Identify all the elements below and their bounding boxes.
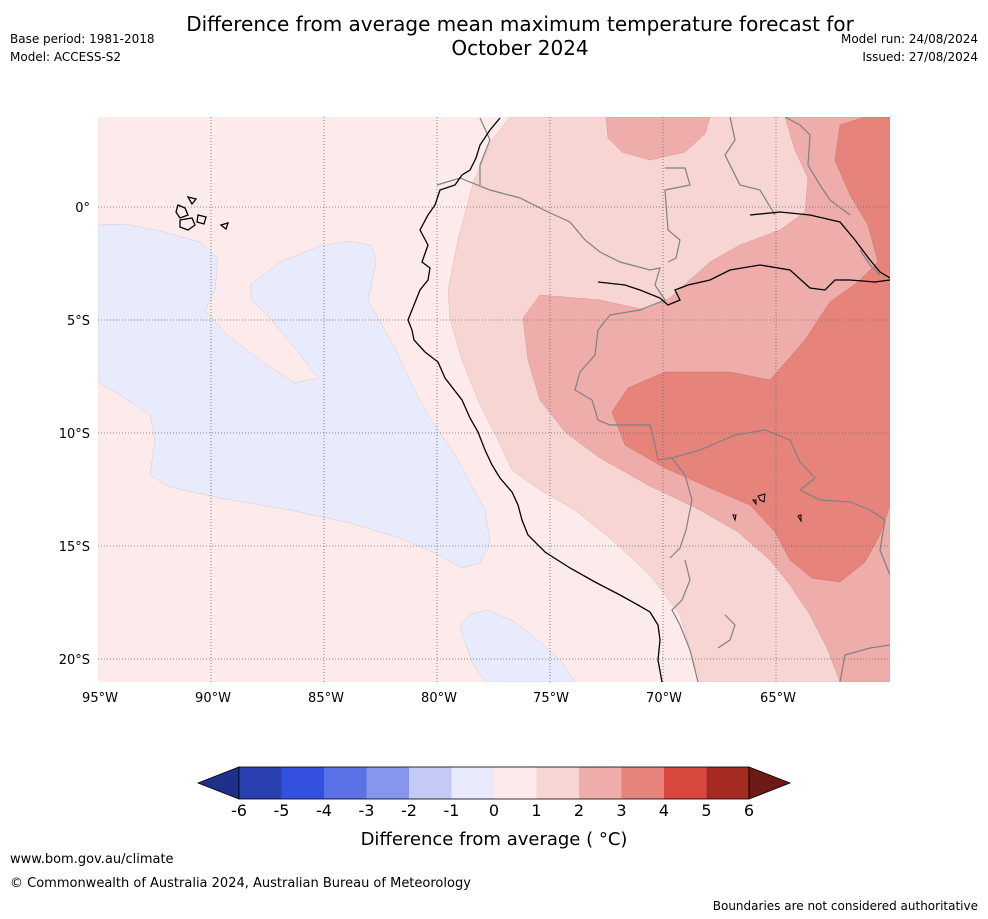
base-period: Base period: 1981-2018: [10, 32, 155, 46]
title-line-1: Difference from average mean maximum tem…: [186, 12, 854, 36]
colorbar-tick-label: -4: [316, 801, 332, 820]
galapagos-islands: [175, 195, 230, 231]
colorbar-swatch: [281, 767, 324, 799]
colorbar-tick-label: 5: [701, 801, 711, 820]
colorbar-tick-label: -6: [231, 801, 247, 820]
title-line-2: October 2024: [451, 36, 589, 60]
anomaly-minus1-to-0-region: [98, 223, 491, 569]
colorbar-swatch: [621, 767, 664, 799]
anomaly-2-to-3-north: [605, 117, 711, 161]
lakes: [732, 493, 802, 523]
lon-tick: 80°W: [421, 691, 457, 706]
lat-tick: 10°S: [59, 427, 90, 442]
colorbar-swatch: [664, 767, 707, 799]
boundary-disclaimer: Boundaries are not considered authoritat…: [712, 899, 978, 913]
anomaly-minus1-to-0-south: [459, 609, 576, 682]
issued-date: Issued: 27/08/2024: [862, 50, 978, 64]
colorbar-extend-low: [196, 766, 240, 800]
anomaly-3-to-4-region: [611, 117, 890, 583]
lon-tick: 90°W: [195, 691, 231, 706]
lat-tick: 5°S: [67, 314, 90, 329]
colorbar-tick-label: 6: [744, 801, 754, 820]
colorbar-swatch: [239, 767, 282, 799]
colorbar-tick-label: 4: [659, 801, 669, 820]
colorbar-tick-label: -3: [359, 801, 375, 820]
lon-tick: 85°W: [308, 691, 344, 706]
copyright-notice: © Commonwealth of Australia 2024, Austra…: [10, 876, 471, 891]
colorbar-extend-high: [748, 766, 792, 800]
lat-tick: 20°S: [59, 653, 90, 668]
colorbar-swatch: [536, 767, 579, 799]
country-boundaries: [436, 117, 890, 682]
colorbar-title: Difference from average ( °C): [361, 829, 628, 850]
colorbar: -6 -5 -4 -3 -2 -1 0 1 2 3 4 5 6: [196, 766, 792, 820]
colorbar-swatch: [324, 767, 367, 799]
colorbar-tick-label: -5: [274, 801, 290, 820]
latitude-labels: 0° 5°S 10°S 15°S 20°S: [59, 201, 90, 668]
lat-tick: 15°S: [59, 540, 90, 555]
colorbar-tick-label: 2: [574, 801, 584, 820]
colorbar-swatch: [706, 767, 749, 799]
lat-tick: 0°: [75, 201, 90, 216]
longitude-labels: 95°W 90°W 85°W 80°W 75°W 70°W 65°W: [82, 691, 796, 706]
colorbar-tick-label: 3: [616, 801, 626, 820]
meta-left: Base period: 1981-2018 Model: ACCESS-S2: [10, 30, 155, 66]
meta-right: Model run: 24/08/2024 Issued: 27/08/2024: [841, 30, 978, 66]
colorbar-tick-label: 0: [489, 801, 499, 820]
colorbar-swatch: [579, 767, 622, 799]
website-url: www.bom.gov.au/climate: [10, 852, 174, 867]
lon-tick: 95°W: [82, 691, 118, 706]
lon-tick: 70°W: [646, 691, 682, 706]
colorbar-tick-label: 1: [531, 801, 541, 820]
coastline: [407, 117, 890, 682]
lon-tick: 65°W: [760, 691, 796, 706]
colorbar-swatch: [451, 767, 494, 799]
colorbar-swatch: [366, 767, 409, 799]
colorbar-tick-label: -2: [401, 801, 417, 820]
model-name: Model: ACCESS-S2: [10, 50, 122, 64]
graticule: [98, 117, 890, 682]
colorbar-swatch: [409, 767, 452, 799]
model-run: Model run: 24/08/2024: [840, 32, 978, 46]
colorbar-frame: [238, 766, 750, 800]
lon-tick: 75°W: [533, 691, 569, 706]
map-title: Difference from average mean maximum tem…: [150, 12, 890, 60]
colorbar-tick-label: -1: [444, 801, 460, 820]
colorbar-swatch: [494, 767, 537, 799]
map-area: [98, 117, 890, 682]
